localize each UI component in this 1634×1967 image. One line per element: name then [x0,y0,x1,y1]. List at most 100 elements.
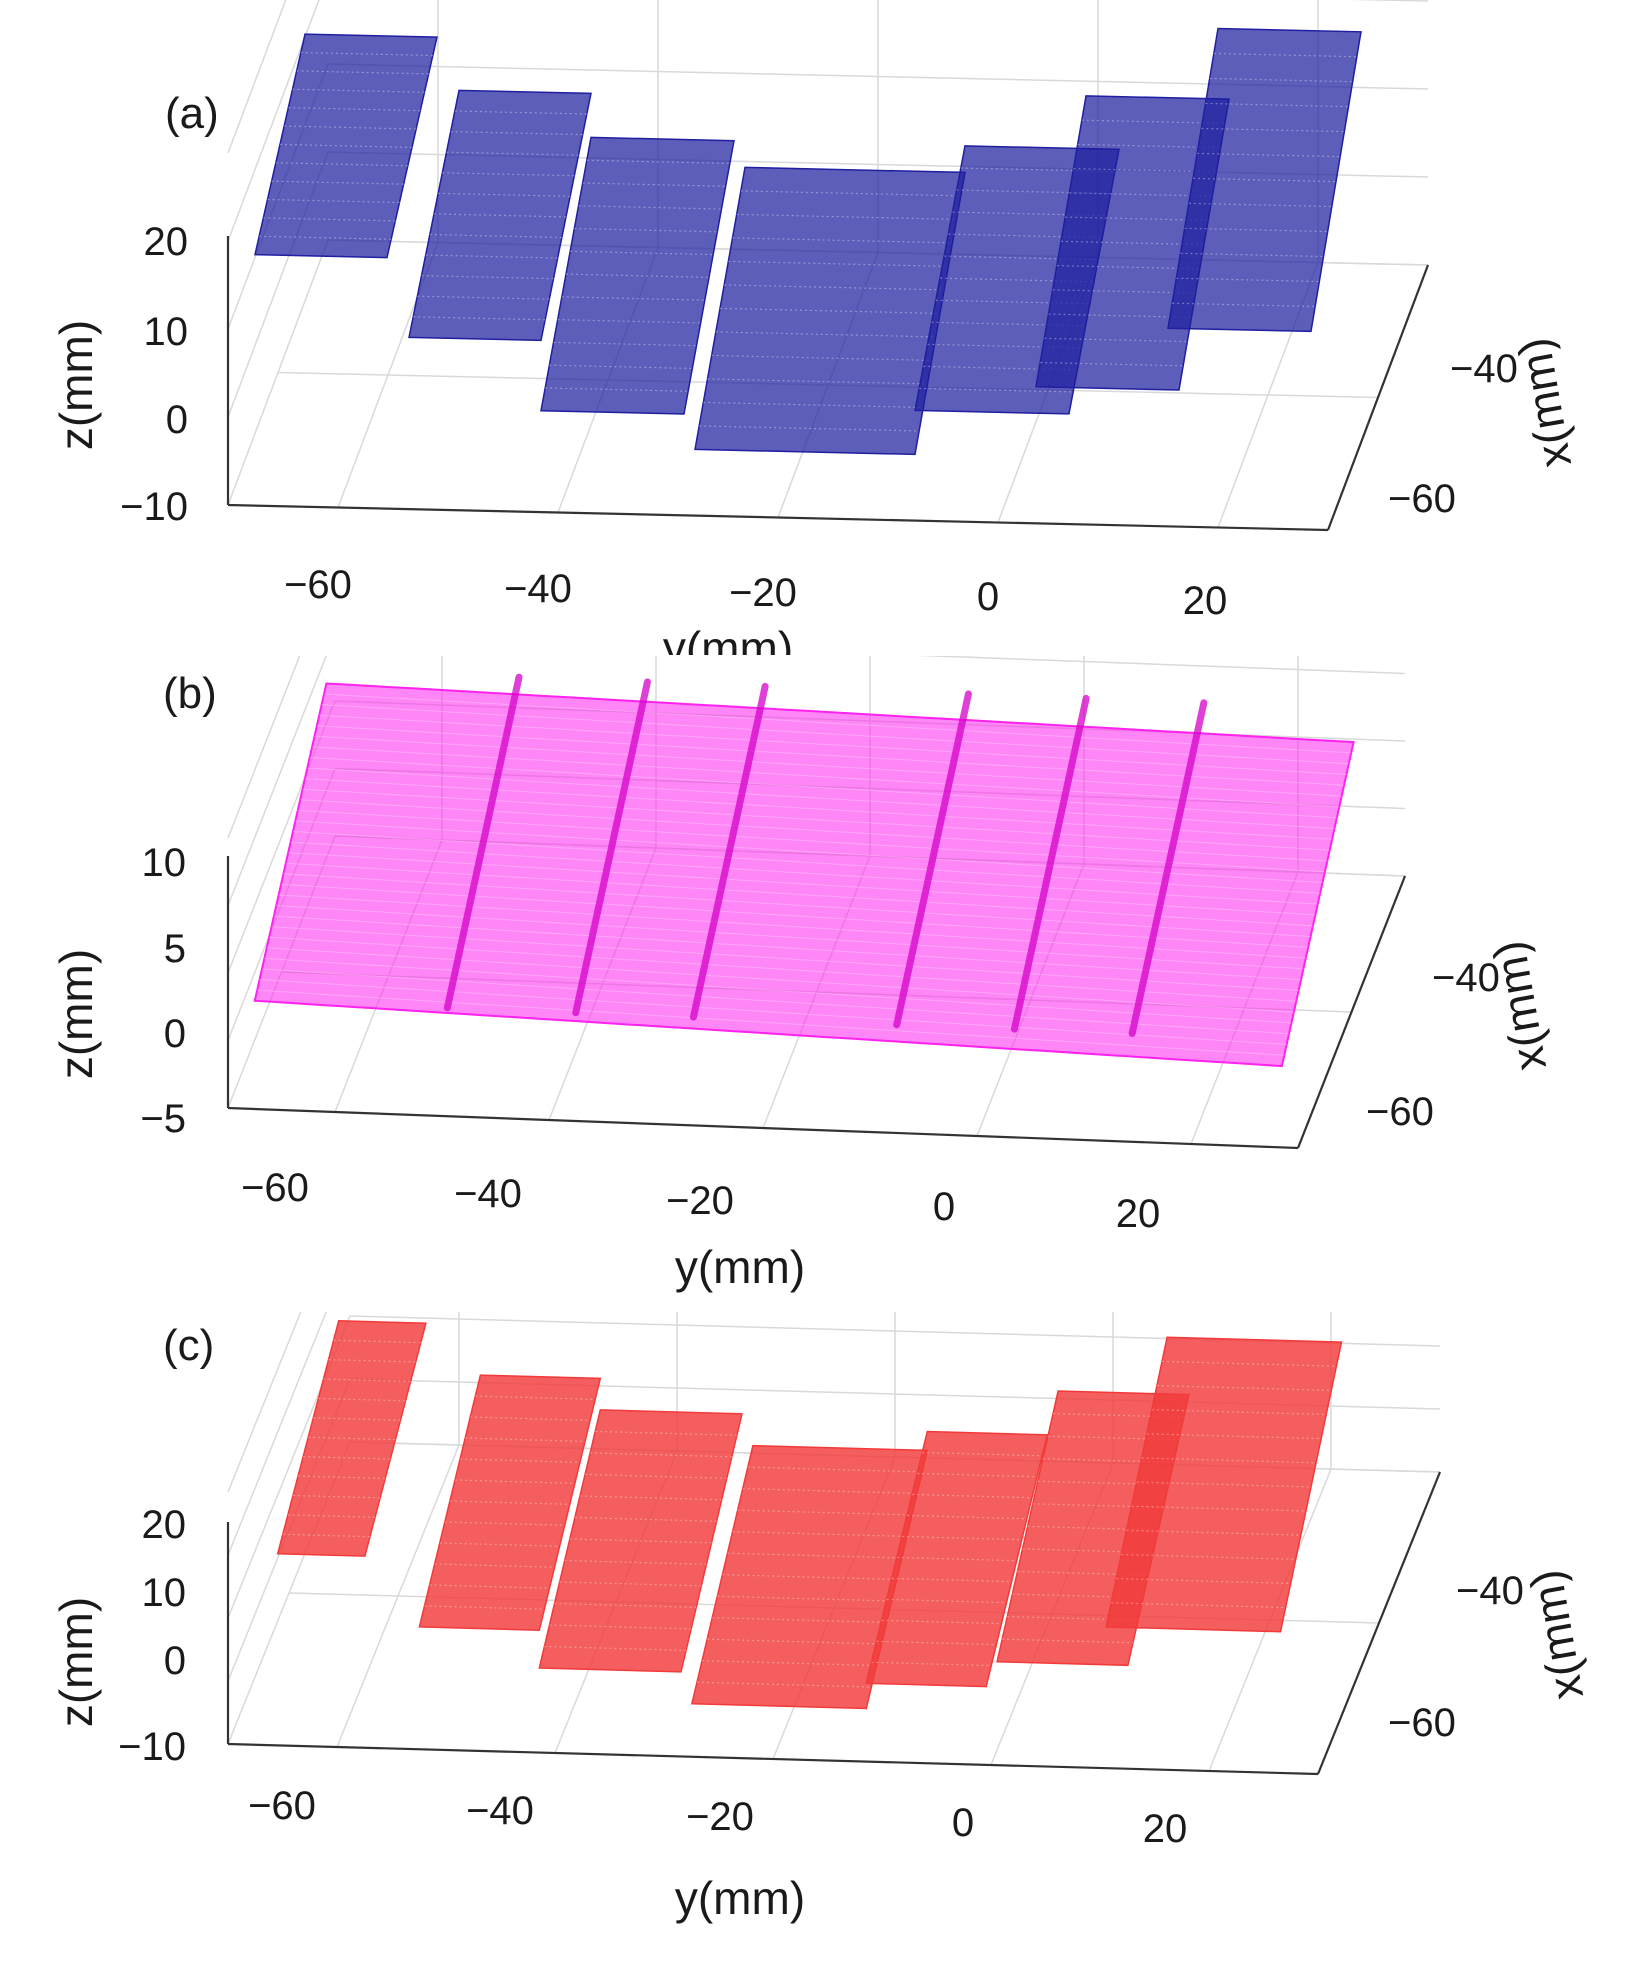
panel-b-z-axis-label: z(mm) [50,949,102,1079]
panel-c-patch-texture [549,1624,692,1630]
panel-c-point-patch [1105,1336,1343,1633]
panel-c-patch-texture [579,1495,722,1501]
panel-b-grid-line [227,656,1406,906]
panel-a-patch-texture [292,88,425,93]
panel-a-y-tick: 0 [977,575,999,619]
panel-b-y-axis-line [227,1106,1299,1150]
panel-b-y-tick: −60 [241,1166,309,1210]
panel-c-patch-texture [717,1595,892,1602]
panel-c-patch-texture [742,1488,918,1495]
panel-c-patch-texture [1007,1615,1139,1621]
panel-a-patch-texture [421,275,554,280]
panel-c-y-axis-label: y(mm) [675,1872,805,1924]
panel-a-patch-texture [1081,119,1225,124]
panel-a-patch-texture [1188,202,1332,208]
panel-a-y-tick: 20 [1183,579,1228,623]
panel-c-patch-texture [1111,1602,1286,1609]
panel-a-patch-texture [1205,102,1349,108]
panel-c-z-tick: 20 [142,1503,187,1547]
panel-b-z-tick: −5 [140,1097,186,1141]
panel-c-patch-texture [722,1574,897,1581]
panel-a-patch-texture [952,211,1107,217]
panel-b-y-tick: −40 [454,1172,522,1216]
panel-a-patch-texture [1209,77,1353,83]
panel-c-patch-texture [1027,1525,1159,1531]
panel-b-surface-scanline [269,936,1297,1002]
panel-b-y-tick: −20 [666,1179,734,1223]
panel-b-surface-scanline [278,894,1306,959]
panel-a-patch-texture [699,425,920,432]
panel-b-surface-scanline [297,809,1326,873]
panel-a-patch-texture [1065,216,1209,221]
panel-c-patch-texture [1017,1570,1149,1576]
panel-c-patch-texture [1022,1548,1154,1554]
panel-a-patch-texture [707,378,928,385]
panel-a-patch-texture [711,354,932,362]
panel-c-y-axis-line [227,1742,1319,1776]
panel-c-patch-texture [564,1559,707,1565]
panel-c-patch-texture [1116,1578,1291,1585]
panel-a-patch-texture [1184,227,1328,233]
panel-b-surface-scanline [276,905,1304,970]
panel-b-surface-scanline [280,883,1309,948]
panel-c-patch-texture [696,1681,872,1688]
panel-c-patch-texture [590,1452,732,1458]
panel-a-patch-texture [1060,240,1205,246]
panel-c-y-tick: −60 [248,1784,316,1828]
panel-a-patch-texture [267,198,400,204]
panel-a-patch-texture [1056,264,1200,270]
panel-a-patch-texture [442,172,575,177]
panel-a-patch-texture [1197,152,1341,158]
panel-b-z-tick: 10 [142,841,187,885]
panel-b-x-tick: −40 [1432,956,1500,1000]
panel-b-y-tick: 0 [933,1185,955,1229]
panel-a-z-axis-label: z(mm) [50,320,102,450]
panel-b-z-tick: 0 [164,1012,186,1056]
panel-b-y-axis-label: y(mm) [675,1241,805,1293]
panel-c-point-patch [538,1409,743,1673]
panel-b-plot: (b) 10 5 0 −5 −60 −40 −20 0 20 −40 −60 y… [50,656,1556,1293]
panel-b-ridge [893,690,972,1029]
panel-c-y-tick: −20 [686,1795,754,1839]
panel-c-z-axis-label: z(mm) [50,1597,102,1727]
panel-c-label: (c) [163,1321,214,1370]
panel-b-surface-scanline [290,841,1318,905]
panel-c-patch-texture [1012,1593,1144,1599]
panel-a-patch-texture [740,190,961,197]
panel-a-patch-texture [263,217,396,222]
panel-a-patch-texture [935,299,1090,305]
panel-c-patch-texture [1146,1433,1322,1440]
panel-a-z-tick: 0 [166,398,188,442]
panel-a-patch-texture [586,159,730,165]
panel-c-patch-texture [544,1645,687,1651]
panel-c-patch-texture [1032,1503,1164,1508]
panel-c-grid-line [227,1312,327,1556]
panel-a-patch-texture [413,316,546,321]
panel-b-surface-scanline [324,693,1352,754]
panel-c-z-tick: 0 [164,1639,186,1683]
panel-b-ridge [689,682,769,1021]
panel-c-y-tick: 0 [952,1801,974,1845]
panel-a-x-axis-label: x(mm) [1507,334,1581,471]
panel-c-grid-line [227,1312,302,1493]
panel-a-patch-texture [433,213,567,218]
panel-a-patch-texture [570,250,714,256]
panel-c-patch-texture [1053,1412,1184,1418]
panel-a-patch-texture [565,273,710,278]
panel-c-y-tick: −40 [466,1789,534,1833]
panel-a-patch-texture [732,237,953,244]
panel-b-surface-scanline [319,714,1347,775]
panel-a-patch-texture [927,343,1082,349]
panel-a-patch-texture [446,151,579,156]
panel-c-point-patch [865,1430,1049,1688]
panel-a-patch-texture [1201,127,1345,133]
panel-c-patch-texture [1042,1458,1174,1463]
panel-c-patch-texture [712,1617,887,1624]
panel-c-z-tick: −10 [118,1725,186,1769]
panel-c-patch-texture [732,1531,907,1538]
panel-c-x-axis-line [1316,1471,1442,1775]
panel-c-patch-texture [1131,1505,1306,1512]
panel-a-patch-texture [284,125,417,130]
panel-a-point-patch [540,136,735,415]
